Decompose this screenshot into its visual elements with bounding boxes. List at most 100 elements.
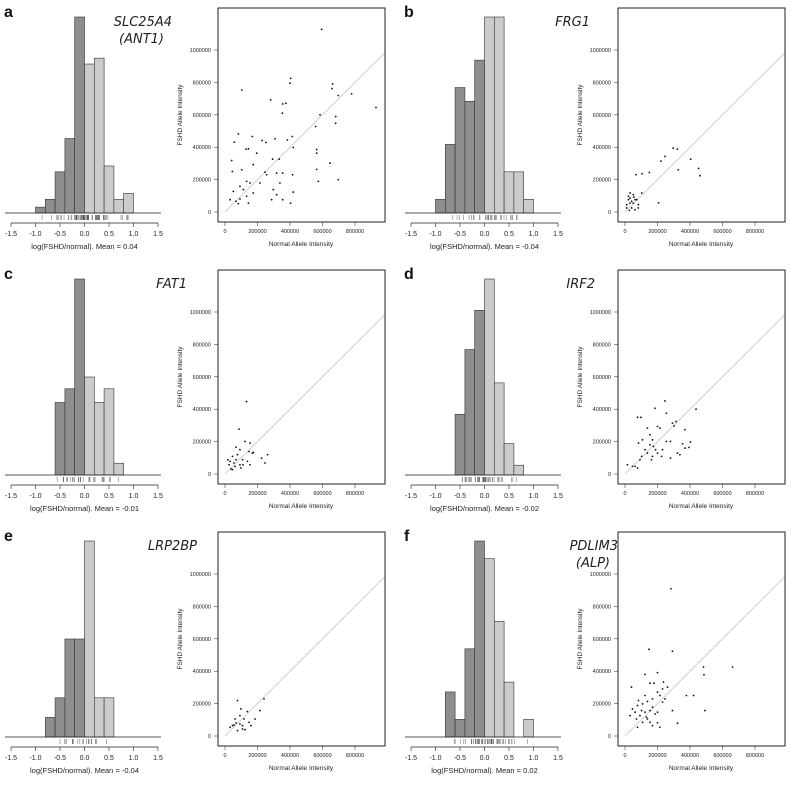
identity-line [624,576,786,737]
scatter-point [234,718,236,720]
scatter-x-label: Normal Allele Intensity [269,241,334,248]
histogram-x-tick-label: 0.5 [504,493,514,500]
histogram-bar [103,388,115,476]
scatter-point [660,160,662,163]
panel-d: d IRF2 -1.5 -1.0 -0.5 0.0 0.5 1.0 1.5 log(FSHD/no… [404,266,786,513]
panel-b: b FRG1 -1.5 -1.0 -0.5 0.0 0.5 1.0 1.5 log(FSHD/no… [404,4,786,251]
scatter-point [629,202,631,204]
scatter-y-label: FSHD Allele Intensity [177,608,184,670]
scatter-point [661,701,664,704]
scatter-point [633,196,635,198]
histogram-x-label: log(FSHD/normal). Mean = 0.02 [431,766,538,775]
scatter-x-tick-label: 0 [223,753,226,759]
scatter-point [695,408,697,411]
scatter-point [245,195,248,198]
scatter-point [653,682,655,685]
panel-c: c FAT1 -1.5 -1.0 -0.5 0.0 0.5 1.0 1.5 log(FSHD/no… [4,266,386,513]
scatter-point [640,192,643,194]
scatter-point [239,185,241,188]
panel-letter: f [404,528,410,545]
histogram-x-label: log(FSHD/normal). Mean = -0.04 [430,242,539,251]
scatter-point [250,724,252,727]
scatter-point [269,98,272,101]
scatter-point [334,115,337,118]
scatter-point [274,137,276,140]
scatter-x-tick-label: 400000 [681,491,699,497]
scatter-point [292,191,295,193]
scatter-x-label: Normal Allele Intensity [269,503,334,510]
scatter-point [644,673,646,676]
scatter-point [676,452,679,455]
histogram-bar [64,638,76,738]
scatter-point [260,457,263,460]
histogram-bar [54,171,66,214]
scatter-y-tick-label: 0 [608,472,611,478]
scatter-point [239,448,241,451]
scatter-point [263,698,265,700]
histogram-bar [454,719,466,738]
scatter-point [239,723,241,725]
scatter-point [249,463,251,466]
scatter-point [259,182,261,184]
scatter-point [626,463,629,466]
scatter-point [252,192,255,194]
scatter-point [281,103,284,105]
scatter-y-tick-label: 800000 [193,80,211,86]
scatter-point [654,407,656,410]
scatter-point [644,448,646,451]
scatter-point [233,141,236,144]
scatter-point [350,93,353,95]
histogram-bar [494,382,505,476]
scatter-point [229,460,231,463]
histogram-bar [113,198,125,214]
scatter-point [242,463,244,466]
histogram-x-tick-label: -0.5 [454,493,466,500]
scatter-point [239,714,241,717]
scatter-y-tick-label: 400000 [593,145,611,151]
scatter-y-tick-label: 400000 [593,669,611,675]
scatter-point [669,457,672,460]
scatter-point [236,729,239,732]
scatter-point [245,400,248,403]
histogram-x-tick-label: 0.0 [80,231,90,238]
histogram-x-tick-label: 1.0 [129,493,139,500]
scatter-point [661,687,664,690]
panel-letter: e [4,528,13,545]
scatter-y-tick-label: 800000 [193,342,211,348]
histogram-bar [94,57,105,214]
scatter-point [289,77,292,80]
histogram-bar [94,697,105,738]
scatter-point [251,135,254,138]
scatter-point [246,710,249,713]
scatter-x-tick-label: 400000 [681,229,699,235]
scatter-point [651,438,654,441]
scatter-point [679,453,681,456]
scatter-x-tick-label: 400000 [281,229,299,235]
histogram-x-tick-label: -1.0 [29,493,41,500]
scatter-point [279,182,281,184]
histogram-bar [103,165,115,214]
histogram-bar [494,16,505,214]
scatter-point [275,193,278,196]
scatter-point [337,94,340,97]
scatter-y-tick-label: 0 [608,210,611,216]
scatter-point [629,197,631,199]
histogram-x-tick-label: 1.0 [529,755,539,762]
histogram-x-tick-label: 0.5 [504,755,514,762]
scatter-point [656,691,659,693]
scatter-x-tick-label: 800000 [346,229,364,235]
scatter-point [264,171,266,174]
scatter-point [640,416,642,419]
histogram-bar [44,198,56,214]
scatter-point [656,452,659,455]
scatter-point [689,441,692,443]
scatter-x-tick-label: 600000 [313,491,331,497]
scatter-point [689,158,692,161]
histogram-x-tick-label: 0.0 [480,231,490,238]
scatter-point [244,440,246,443]
scatter-y-tick-label: 600000 [593,113,611,119]
scatter-point [660,455,663,458]
scatter-y-tick-label: 0 [208,472,211,478]
scatter-point [676,148,679,151]
scatter-point [235,458,237,461]
